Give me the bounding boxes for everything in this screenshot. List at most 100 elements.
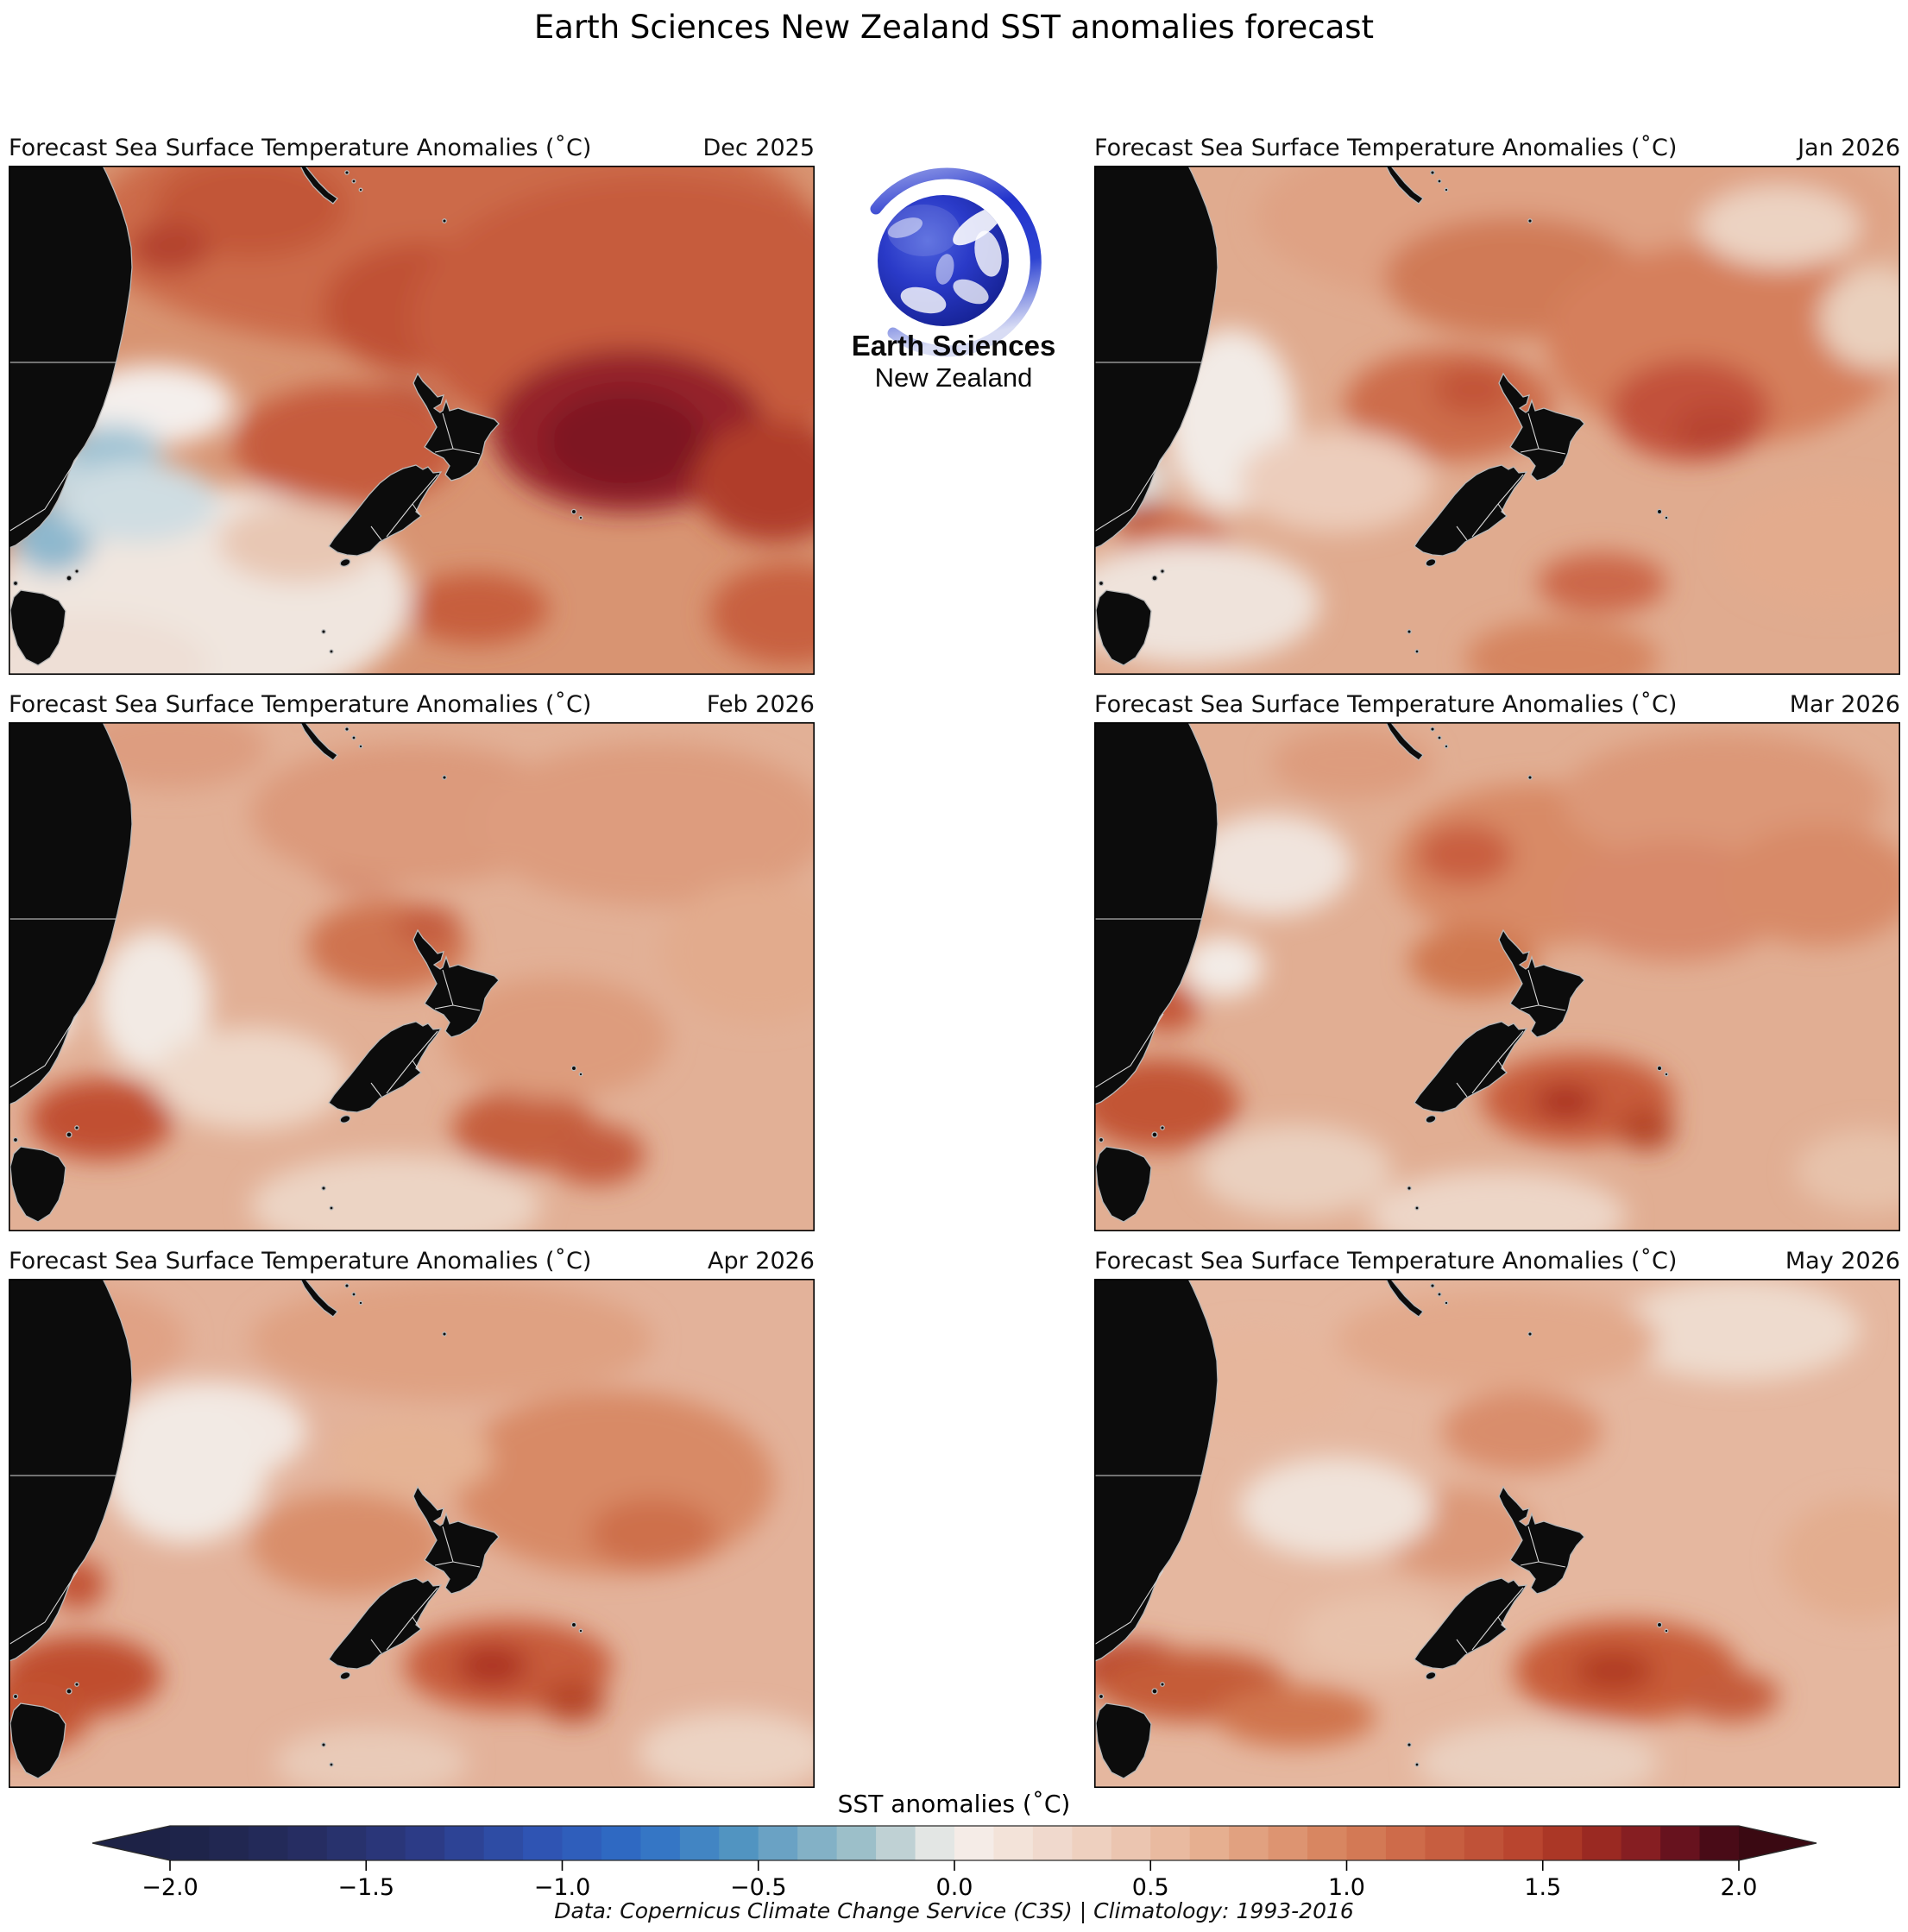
colorbar-segment [248,1826,288,1860]
colorbar-segment [1268,1826,1308,1860]
colorbar-extend-right-arrow [1739,1826,1817,1860]
colorbar-segment [562,1826,602,1860]
anomaly-blob [395,905,461,947]
sst-map-dec-2025 [9,166,815,675]
logo-line2: New Zealand [875,362,1033,393]
earth-sciences-nz-logo: Earth Sciences New Zealand [852,167,1056,393]
sst-map-may-2026 [1094,1279,1900,1788]
panel-title: Forecast Sea Surface Temperature Anomali… [9,135,592,161]
anomaly-blob [28,1079,174,1161]
colorbar-tick-label: −1.5 [337,1874,394,1901]
sst-map-apr-2026 [9,1279,815,1788]
map-frame [1094,1279,1900,1788]
colorbar-segment [444,1826,485,1860]
colorbar-label: SST anomalies (˚C) [837,1790,1071,1818]
panel-mar-2026: Forecast Sea Surface Temperature Anomali… [1094,684,1900,1231]
anomaly-blob [589,1497,718,1570]
colorbar-tick-label: −0.5 [730,1874,787,1901]
panel-date: May 2026 [1785,1248,1900,1274]
anomaly-blob [1618,1109,1675,1150]
colorbar-segment [797,1826,838,1860]
colorbar-extend-left-arrow [92,1826,170,1860]
anomaly-blob [1722,486,1900,609]
figure-title: Earth Sciences New Zealand SST anomalies… [533,9,1375,46]
colorbar-segment [1582,1826,1622,1860]
map-frame [9,166,815,675]
panel-date: Mar 2026 [1789,691,1900,718]
logo-line1: Earth Sciences [852,330,1056,362]
anomaly-blob [274,1727,469,1788]
anomaly-blob [444,977,670,1099]
anomaly-blob [545,389,706,492]
colorbar-segment [1111,1826,1151,1860]
colorbar-segment [640,1826,681,1860]
anomaly-blob [548,1124,645,1186]
anomaly-blob [331,1416,493,1498]
anomaly-blob [1094,1058,1240,1150]
anomaly-blob [1239,430,1433,532]
panel-date: Feb 2026 [706,691,815,718]
colorbar-segment [758,1826,798,1860]
anomaly-blob [1416,824,1514,885]
colorbar-segment [1542,1826,1583,1860]
map-frame [9,1279,815,1788]
colorbar-segment [1072,1826,1112,1860]
panel-date: Apr 2026 [707,1248,815,1274]
colorbar-segment [679,1826,720,1860]
anomaly-blob [1433,364,1514,416]
anomaly-blob [1464,619,1659,675]
panel-title: Forecast Sea Surface Temperature Anomali… [9,1248,592,1274]
sst-map-jan-2026 [1094,166,1900,675]
anomaly-blob [693,420,815,543]
anomaly-blob [1722,824,1900,947]
colorbar-segment [1464,1826,1504,1860]
colorbar-segment [1425,1826,1465,1860]
map-frame [1094,166,1900,675]
panel-jan-2026: Forecast Sea Surface Temperature Anomali… [1094,128,1900,675]
anomaly-blob [1239,1457,1433,1559]
colorbar-segment [170,1826,211,1860]
map-frame [9,722,815,1231]
colorbar-segment [405,1826,445,1860]
anomaly-blob [1674,405,1755,456]
anomaly-blob [154,1028,348,1130]
anomaly-blob [57,461,218,543]
anomaly-field [9,166,815,675]
anomaly-blob [1182,935,1264,997]
logo-swoosh [870,167,1042,357]
anomaly-field [1094,727,1900,1231]
anomaly-blob [250,1279,654,1401]
data-attribution: Data: Copernicus Climate Change Service … [554,1898,1354,1923]
colorbar-segment [993,1826,1034,1860]
anomaly-blob [217,501,380,583]
colorbar-segment [954,1826,995,1860]
anomaly-blob [661,879,815,1023]
panel-apr-2026: Forecast Sea Surface Temperature Anomali… [9,1241,815,1788]
globe-clouds [887,205,1003,314]
colorbar-segment [836,1826,877,1860]
colorbar-segment [483,1826,524,1860]
anomaly-blob [105,1400,267,1544]
anomaly-blob [540,1681,606,1722]
anomaly-blob [97,930,211,1074]
anomaly-blob [1537,552,1667,614]
anomaly-blob [1416,1721,1659,1788]
colorbar-segment [1660,1826,1701,1860]
colorbar-segment [601,1826,641,1860]
panel-title: Forecast Sea Surface Temperature Anomali… [1094,1248,1678,1274]
sst-map-mar-2026 [1094,722,1900,1231]
colorbar-segment [1229,1826,1269,1860]
colorbar-segment [209,1826,249,1860]
anomaly-blob [1533,1083,1598,1120]
anomaly-field [9,722,815,1231]
panel-title: Forecast Sea Surface Temperature Anomali… [9,691,592,718]
colorbar-segment [326,1826,367,1860]
colorbar-tick-label: −1.0 [534,1874,591,1901]
anomaly-field [1094,166,1900,675]
anomaly-blob [72,364,235,446]
colorbar-segment [1385,1826,1426,1860]
colorbar-tick-label: 1.5 [1524,1874,1561,1901]
colorbar-segment [523,1826,564,1860]
colorbar-segment [719,1826,759,1860]
